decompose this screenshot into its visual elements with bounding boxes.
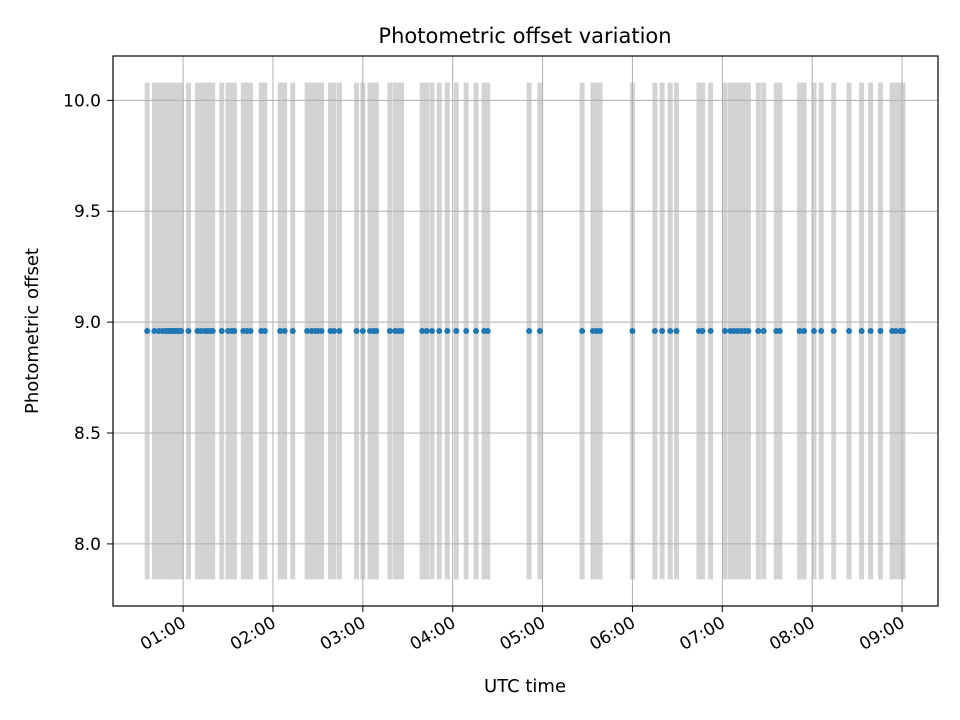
data-point	[436, 328, 443, 334]
data-point	[818, 328, 825, 334]
data-point	[526, 328, 533, 334]
data-point	[858, 328, 865, 334]
data-point	[185, 328, 192, 334]
data-point	[899, 328, 906, 334]
data-point	[579, 328, 586, 334]
data-point	[629, 328, 636, 334]
data-point	[846, 328, 853, 334]
data-point	[463, 328, 470, 334]
data-point	[261, 328, 268, 334]
y-tick-label: 10.0	[63, 91, 101, 111]
data-point	[867, 328, 874, 334]
data-points	[144, 328, 906, 334]
data-point	[289, 328, 296, 334]
data-point	[281, 328, 288, 334]
data-point	[144, 328, 151, 334]
plot-frame	[112, 55, 939, 607]
data-point	[536, 328, 543, 334]
y-tick-label: 8.5	[74, 424, 101, 444]
data-point	[473, 328, 480, 334]
data-point	[178, 328, 185, 334]
data-point	[755, 328, 762, 334]
y-tick-label: 9.5	[74, 202, 101, 222]
data-point	[373, 328, 380, 334]
data-point	[659, 328, 666, 334]
data-point	[151, 328, 158, 334]
data-point	[810, 328, 817, 334]
data-point	[386, 328, 393, 334]
data-point	[673, 328, 680, 334]
y-tick-label: 9.0	[74, 313, 101, 333]
data-point	[419, 328, 426, 334]
data-point	[209, 328, 216, 334]
data-point	[484, 328, 491, 334]
data-point	[597, 328, 604, 334]
data-point	[707, 328, 714, 334]
data-point	[429, 328, 436, 334]
data-point	[318, 328, 325, 334]
data-point	[423, 328, 430, 334]
data-point	[359, 328, 366, 334]
data-point	[801, 328, 808, 334]
data-point	[892, 328, 899, 334]
data-point	[304, 328, 311, 334]
data-point	[699, 328, 706, 334]
data-point	[336, 328, 343, 334]
data-point	[231, 328, 238, 334]
data-point	[760, 328, 767, 334]
data-point	[776, 328, 783, 334]
data-point	[331, 328, 338, 334]
y-axis-ticks: 8.0 8.5 9.0 9.5 10.0	[63, 91, 113, 555]
data-point	[667, 328, 674, 334]
data-point	[722, 328, 729, 334]
data-point	[651, 328, 658, 334]
y-tick-label: 8.0	[74, 535, 101, 555]
x-axis-label: UTC time	[484, 676, 566, 697]
data-point	[453, 328, 460, 334]
data-point	[745, 328, 752, 334]
data-point	[247, 328, 254, 334]
data-point	[877, 328, 884, 334]
data-point	[398, 328, 405, 334]
data-point	[796, 328, 803, 334]
data-point	[444, 328, 451, 334]
chart-title: Photometric offset variation	[378, 24, 671, 48]
data-point	[218, 328, 225, 334]
data-point	[353, 328, 360, 334]
y-axis-label: Photometric offset	[22, 248, 43, 414]
data-point	[277, 328, 284, 334]
data-point	[830, 328, 837, 334]
